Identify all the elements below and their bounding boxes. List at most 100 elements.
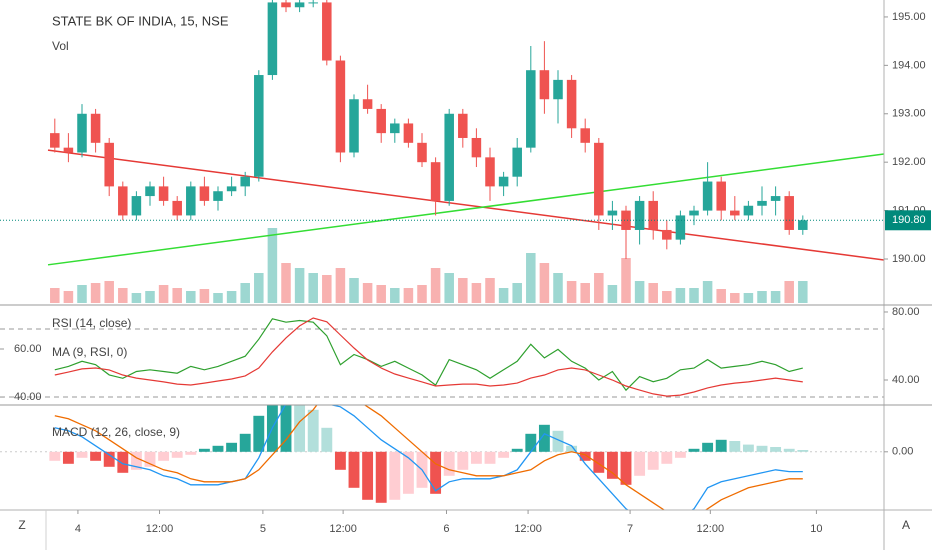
- x-tick-label: 12:00: [146, 523, 174, 535]
- histogram-bar: [130, 451, 142, 470]
- histogram-bar: [783, 448, 795, 452]
- volume-bar: [471, 283, 482, 303]
- histogram-bar: [76, 451, 88, 458]
- histogram-bar: [484, 451, 496, 464]
- histogram-bar: [797, 450, 809, 452]
- candle-body: [349, 99, 359, 153]
- volume-bar: [798, 281, 808, 303]
- candle-body: [444, 113, 454, 201]
- histogram-bar: [117, 451, 129, 473]
- candle-body: [689, 210, 699, 216]
- volume-bar: [281, 263, 291, 303]
- volume-bar: [634, 281, 645, 303]
- volume-bar: [390, 288, 400, 303]
- volume-bar: [240, 283, 250, 303]
- y-tick-label: 190.00: [892, 253, 926, 265]
- candle-body: [186, 186, 196, 216]
- candle-body: [90, 113, 101, 143]
- histogram-bar: [253, 415, 265, 452]
- histogram-bar: [103, 451, 115, 467]
- histogram-bar: [742, 444, 754, 452]
- volume-bar: [63, 291, 74, 303]
- volume-bar: [607, 285, 618, 303]
- volume-label: Vol: [52, 39, 69, 53]
- x-tick-label: 10: [810, 523, 822, 535]
- histogram-bar: [702, 442, 714, 452]
- histogram-bar: [674, 451, 686, 458]
- histogram-bar: [185, 451, 197, 455]
- candle-body: [770, 196, 781, 201]
- histogram-bar: [457, 451, 469, 470]
- macd-pane: [0, 405, 884, 510]
- volume-bar: [566, 281, 577, 303]
- histogram-bar: [756, 445, 768, 452]
- candle-body: [594, 142, 604, 216]
- timezone-button[interactable]: Z: [18, 518, 25, 532]
- indicator-line: [54, 318, 803, 392]
- candle-body: [63, 147, 74, 153]
- macd-line: [54, 405, 803, 510]
- histogram-bar: [647, 451, 659, 470]
- volume-bar: [403, 288, 414, 303]
- candle-body: [281, 2, 291, 8]
- volume-bar: [743, 293, 754, 303]
- candle-body: [226, 186, 237, 192]
- volume-bar: [539, 263, 550, 303]
- volume-bar: [716, 289, 726, 303]
- volume-bar: [594, 273, 604, 303]
- auto-scale-button[interactable]: A: [902, 518, 910, 532]
- histogram-bar: [566, 445, 578, 452]
- histogram-bar: [688, 448, 700, 452]
- histogram-bar: [307, 409, 319, 452]
- y-tick-label: 60.00: [14, 343, 42, 355]
- candle-body: [362, 99, 373, 109]
- candle-body: [267, 2, 278, 76]
- candle-body: [798, 220, 808, 230]
- candle-body: [675, 215, 686, 240]
- candle-body: [322, 2, 332, 61]
- histogram-bar: [144, 451, 156, 467]
- candle-body: [50, 133, 60, 148]
- volume-bar: [308, 273, 318, 303]
- volume-bar: [784, 281, 794, 303]
- volume-bar: [213, 293, 223, 303]
- candle-body: [104, 142, 114, 187]
- histogram-bar: [511, 448, 523, 452]
- histogram-bar: [348, 451, 360, 488]
- histogram-bar: [239, 433, 251, 452]
- volume-bar: [294, 268, 305, 303]
- candle-body: [512, 147, 522, 177]
- y-tick-label: 194.00: [892, 59, 926, 71]
- histogram-bar: [334, 451, 346, 470]
- volume-bar: [226, 291, 237, 303]
- candle-body: [526, 70, 536, 148]
- volume-bar: [526, 253, 536, 303]
- volume-bar: [512, 283, 522, 303]
- volume-bar: [104, 281, 114, 303]
- volume-bar: [254, 273, 264, 303]
- histogram-bar: [579, 451, 591, 461]
- candle-body: [390, 123, 400, 134]
- histogram-bar: [158, 451, 170, 461]
- candle-body: [417, 142, 427, 163]
- candle-body: [376, 108, 386, 134]
- candle-body: [471, 137, 482, 158]
- candle-body: [784, 196, 794, 230]
- ma-label: MA (9, RSI, 0): [52, 345, 127, 359]
- histogram-bar: [430, 451, 442, 494]
- volume-bar: [485, 278, 495, 303]
- histogram-bar: [226, 442, 238, 452]
- candle-body: [607, 210, 618, 216]
- histogram-bar: [90, 451, 102, 461]
- candle-body: [702, 181, 713, 211]
- candle-body: [77, 113, 87, 153]
- volume-bar: [621, 258, 631, 303]
- candle-body: [335, 60, 346, 153]
- volume-bar: [498, 288, 509, 303]
- histogram-bar: [770, 447, 782, 452]
- volume-bar: [689, 288, 699, 303]
- volume-bar: [50, 288, 60, 303]
- volume-bar: [430, 268, 441, 303]
- volume-bar: [158, 285, 169, 303]
- y-tick-label: 195.00: [892, 11, 926, 23]
